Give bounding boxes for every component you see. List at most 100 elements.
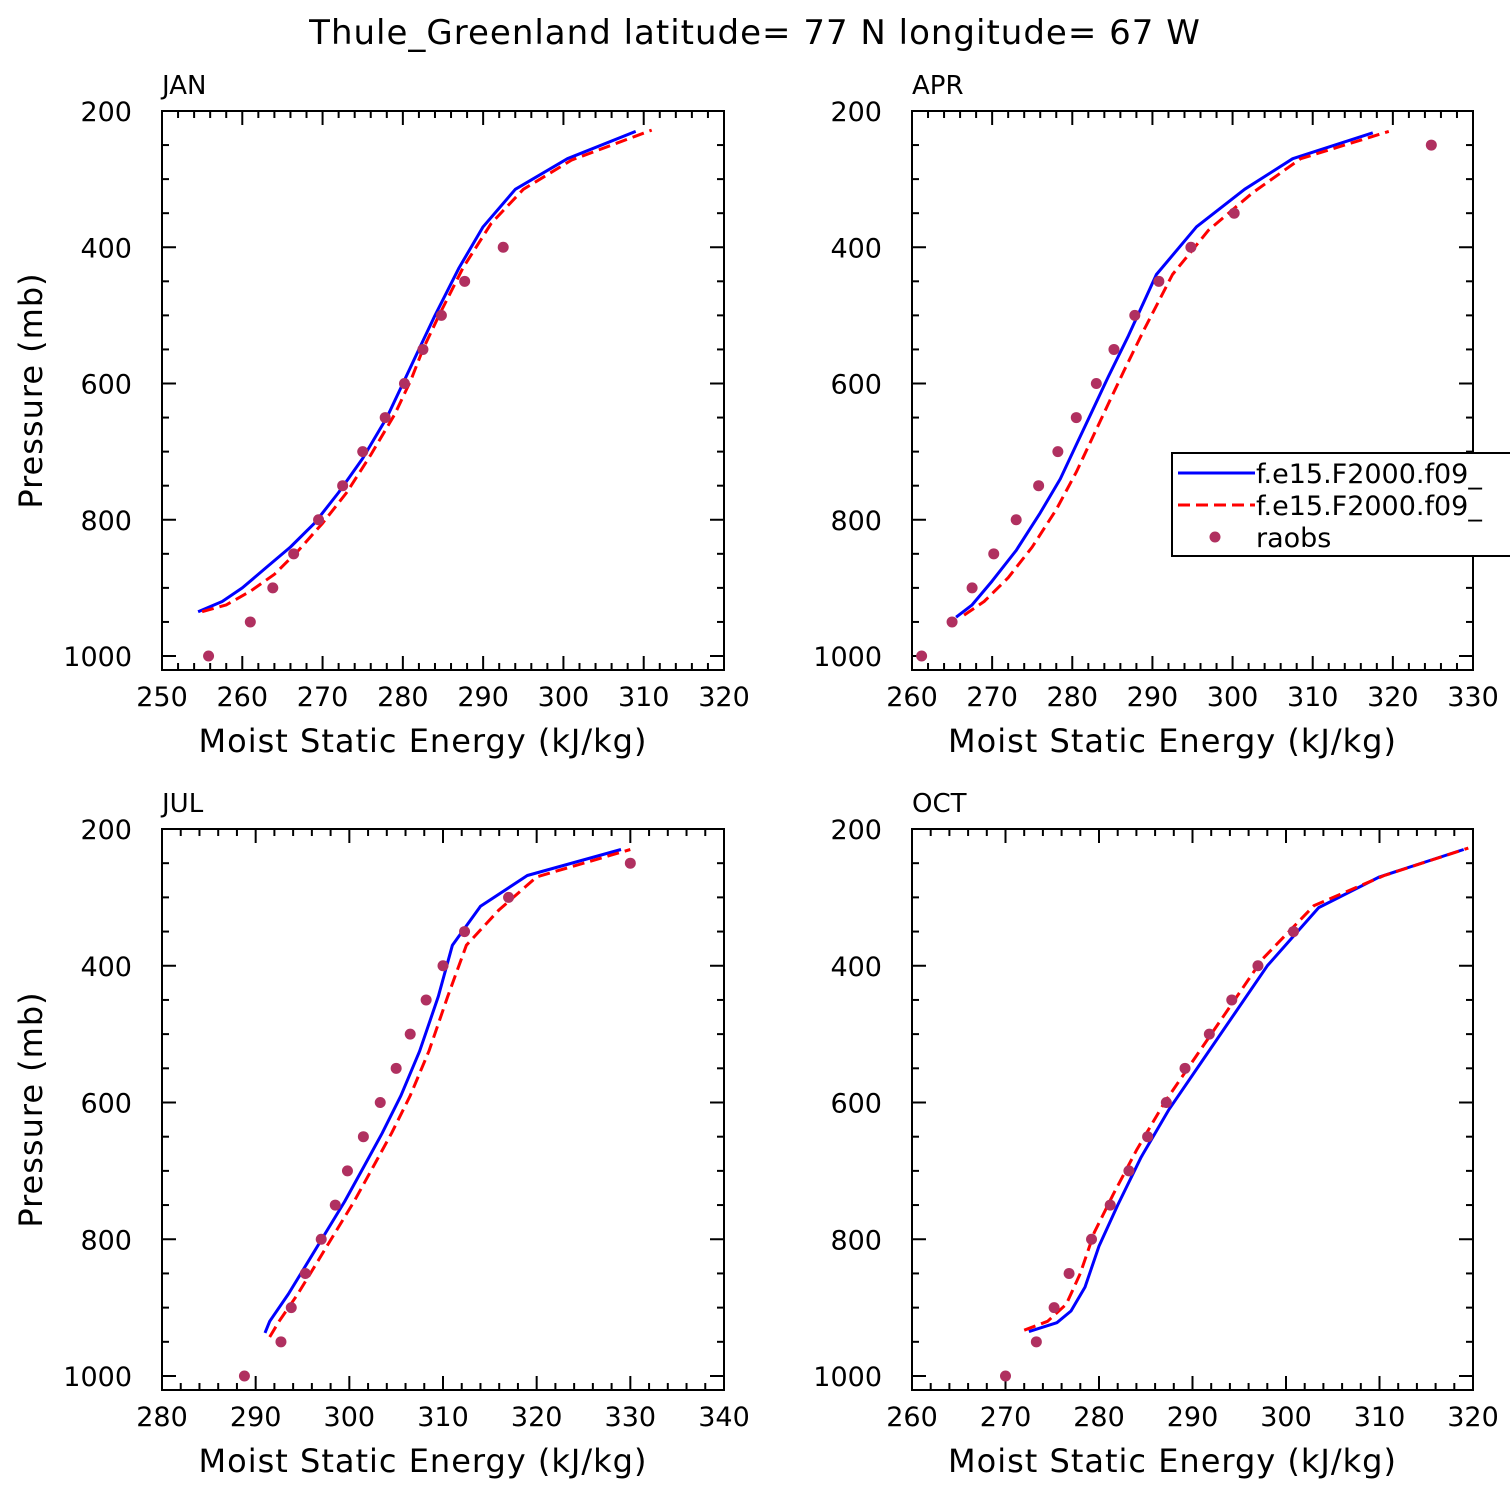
raobs-point <box>946 616 958 628</box>
raobs-point <box>374 1097 386 1108</box>
panel-jan: JAN 250 260 270 280 290 300 310 320 200 400 600 800 1… <box>12 71 750 760</box>
x-tick-label: 290 <box>1167 1402 1219 1433</box>
y-tick-label: 1000 <box>813 1362 882 1393</box>
y-tick-label: 800 <box>80 1225 132 1256</box>
legend-label: f.e15.F2000.f09_ <box>1256 491 1482 522</box>
x-tick-label: 300 <box>1207 682 1259 713</box>
x-tick-label: 290 <box>230 1402 282 1433</box>
x-axis-title: Moist Static Energy (kJ/kg) <box>948 1442 1397 1480</box>
series-line-dashed <box>963 129 1390 617</box>
legend-label: f.e15.F2000.f09_ <box>1256 459 1482 490</box>
y-tick-label: 1000 <box>63 1362 132 1393</box>
x-axis-title: Moist Static Energy (kJ/kg) <box>199 1442 648 1480</box>
raobs-point <box>459 275 471 287</box>
x-tick-label: 320 <box>698 682 750 713</box>
y-tick-label: 600 <box>830 1089 882 1120</box>
raobs-point <box>1160 1097 1172 1108</box>
raobs-point <box>1228 207 1240 219</box>
raobs-point <box>1000 1370 1011 1382</box>
raobs-point <box>357 1131 369 1143</box>
raobs-point <box>1179 1062 1191 1074</box>
raobs-point <box>244 616 256 628</box>
raobs-point <box>1185 241 1197 253</box>
series-line-dashed <box>268 848 631 1338</box>
raobs-point <box>267 582 279 594</box>
x-tick-label: 250 <box>136 682 188 713</box>
x-tick-label: 280 <box>1073 1402 1125 1433</box>
y-tick-label: 800 <box>830 1225 882 1256</box>
panel-label: JAN <box>160 71 206 101</box>
raobs-point <box>337 480 349 492</box>
y-tick-label: 600 <box>80 1089 132 1120</box>
plot-frame <box>161 828 725 1391</box>
y-tick-label: 200 <box>830 815 882 846</box>
series-line-solid <box>955 131 1374 619</box>
y-axis-title: Pressure (mb) <box>12 272 50 508</box>
y-tick-label: 1000 <box>813 642 882 673</box>
y-tick-label: 200 <box>830 97 882 128</box>
raobs-point <box>437 960 449 972</box>
series-line-solid <box>197 130 637 614</box>
y-tick-label: 400 <box>80 233 132 264</box>
y-tick-label: 400 <box>80 952 132 983</box>
raobs-point <box>1287 926 1299 938</box>
raobs-point <box>417 343 429 355</box>
x-tick-label: 280 <box>136 1402 188 1433</box>
x-tick-label: 300 <box>538 682 590 713</box>
raobs-point <box>1129 309 1141 321</box>
y-tick-label: 800 <box>830 506 882 537</box>
raobs-point <box>1108 343 1120 355</box>
raobs-point <box>313 514 325 526</box>
raobs-point <box>420 994 432 1006</box>
panels: JAN 250 260 270 280 290 300 310 320 200 400 600 800 1… <box>12 71 1499 1480</box>
x-tick-label: 280 <box>377 682 429 713</box>
raobs-point <box>1226 994 1238 1006</box>
raobs-point <box>624 857 636 869</box>
series-line-dashed <box>1023 846 1469 1332</box>
raobs-point <box>398 378 410 389</box>
raobs-point <box>404 1028 416 1040</box>
figure-title: Thule_Greenland latitude= 77 N longitude… <box>308 13 1201 53</box>
x-tick-label: 330 <box>605 1402 657 1433</box>
x-axis-title: Moist Static Energy (kJ/kg) <box>199 722 648 760</box>
y-tick-label: 400 <box>830 952 882 983</box>
plot-frame <box>911 828 1474 1391</box>
x-tick-label: 290 <box>1127 682 1179 713</box>
x-tick-label: 310 <box>417 1402 469 1433</box>
y-tick-label: 800 <box>80 506 132 537</box>
raobs-point <box>1010 514 1022 526</box>
y-tick-label: 1000 <box>63 642 132 673</box>
x-tick-label: 310 <box>1354 1402 1406 1433</box>
raobs-point <box>1123 1165 1135 1177</box>
x-tick-label: 310 <box>618 682 670 713</box>
raobs-point <box>357 446 369 458</box>
legend: f.e15.F2000.f09_f.e15.F2000.f09_raobs <box>1171 452 1510 557</box>
panel-apr: APR 260 270 280 290 300 310 320 330 200 400 600 800 1… <box>813 71 1498 760</box>
legend-label: raobs <box>1256 523 1331 554</box>
y-axis-title: Pressure (mb) <box>12 991 50 1227</box>
raobs-point <box>503 891 515 903</box>
raobs-point <box>1052 446 1064 458</box>
x-tick-label: 330 <box>1447 682 1499 713</box>
panel-label: OCT <box>912 789 967 819</box>
y-tick-label: 600 <box>80 370 132 401</box>
series-line-solid <box>1028 848 1465 1334</box>
plot-frame <box>161 110 725 671</box>
raobs-point <box>1063 1267 1075 1279</box>
raobs-point <box>329 1199 341 1211</box>
panel-jul: JUL 280 290 300 310 320 330 340 200 400 600 800 1000… <box>12 789 750 1480</box>
raobs-point <box>299 1267 311 1279</box>
raobs-point <box>1086 1233 1098 1245</box>
y-tick-label: 400 <box>830 233 882 264</box>
raobs-point <box>203 650 215 662</box>
x-tick-label: 300 <box>324 1402 376 1433</box>
plot-frame <box>911 110 1474 671</box>
legend-box <box>1171 452 1510 557</box>
raobs-point <box>315 1233 327 1245</box>
x-tick-label: 320 <box>511 1402 563 1433</box>
x-tick-label: 270 <box>966 682 1018 713</box>
x-tick-label: 320 <box>1447 1402 1499 1433</box>
x-tick-label: 260 <box>217 682 269 713</box>
raobs-point <box>1425 139 1437 151</box>
series-line-dashed <box>201 128 653 614</box>
